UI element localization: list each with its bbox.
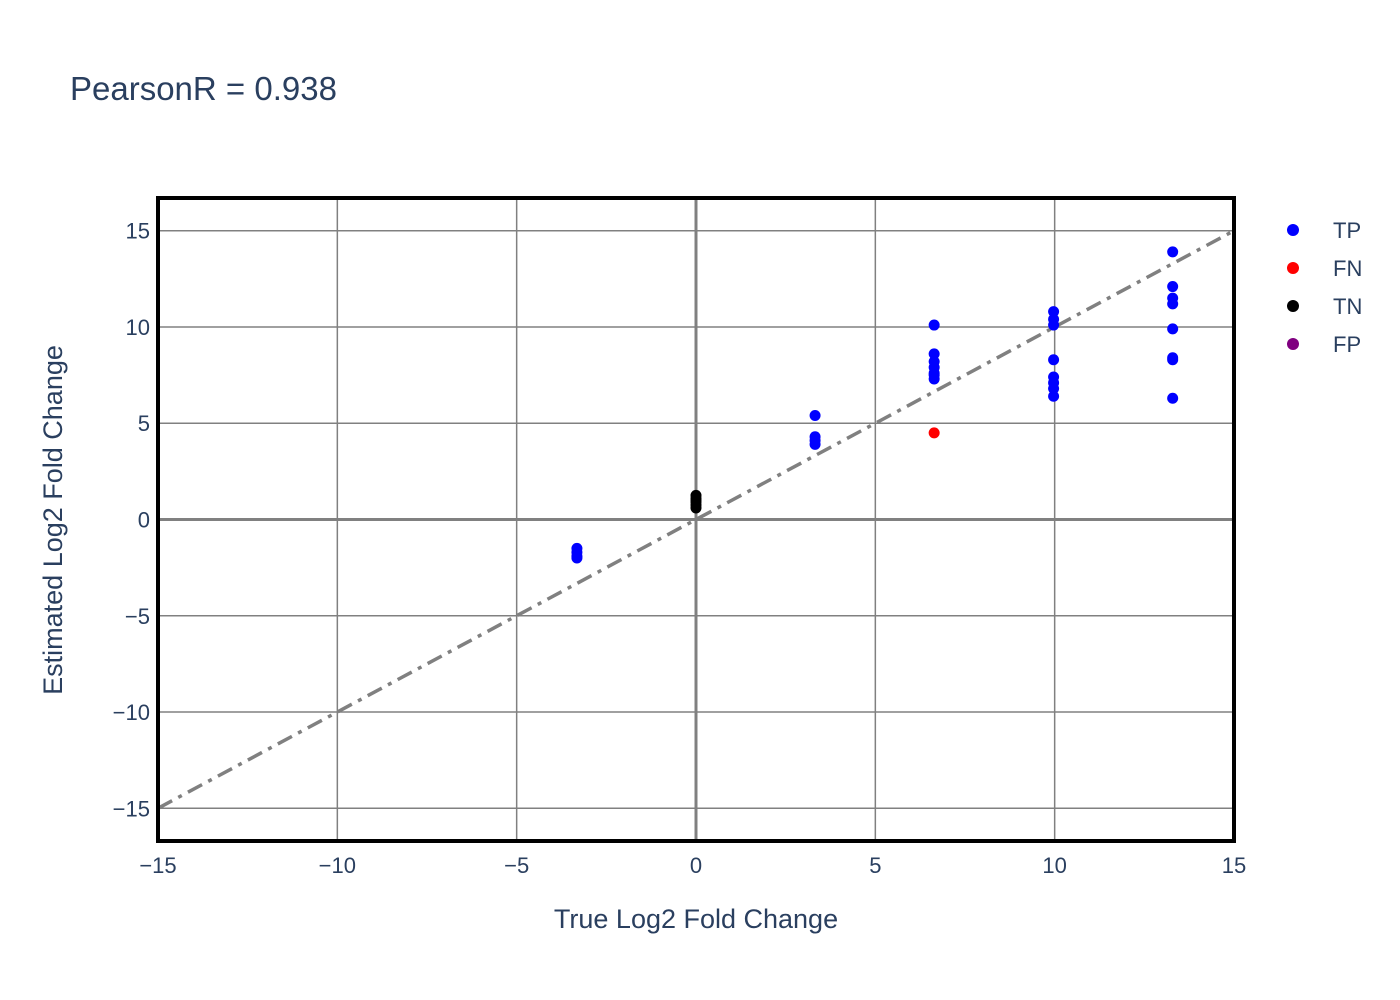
data-point-tp: [928, 319, 940, 331]
data-point-tp: [1167, 323, 1179, 335]
y-tick-label: 0: [138, 508, 150, 533]
legend-marker: [1287, 262, 1299, 274]
x-tick-label: 10: [1042, 853, 1066, 878]
legend-marker: [1287, 224, 1299, 236]
data-point-tp: [1167, 354, 1179, 366]
legend-label: FN: [1333, 256, 1362, 281]
data-point-fn: [928, 427, 940, 439]
x-tick-label: 5: [869, 853, 881, 878]
data-point-tp: [1048, 390, 1060, 402]
y-tick-label: 10: [126, 315, 150, 340]
data-point-tp: [1167, 281, 1179, 293]
chart-title: PearsonR = 0.938: [70, 70, 337, 107]
data-point-tp: [809, 410, 821, 422]
y-axis-title: Estimated Log2 Fold Change: [38, 345, 68, 695]
grid: [157, 198, 1235, 841]
legend-item-tp[interactable]: TP: [1287, 218, 1361, 243]
x-axis-title: True Log2 Fold Change: [554, 904, 838, 934]
x-tick-label: −5: [504, 853, 529, 878]
y-tick-label: −15: [113, 796, 150, 821]
data-point-tp: [1048, 319, 1060, 331]
x-tick-label: −15: [139, 853, 176, 878]
y-tick-label: −5: [125, 604, 150, 629]
y-axis-ticks: −15 −10 −5 0 5 10 15: [113, 219, 150, 822]
data-point-tn: [690, 502, 702, 514]
legend-marker: [1287, 300, 1299, 312]
data-point-tp: [1167, 246, 1179, 258]
legend-item-fn[interactable]: FN: [1287, 256, 1362, 281]
data-point-tp: [928, 348, 940, 360]
legend: TP FN TN FP: [1287, 218, 1362, 357]
legend-item-tn[interactable]: TN: [1287, 294, 1362, 319]
x-tick-label: 15: [1222, 853, 1246, 878]
y-tick-label: 5: [138, 411, 150, 436]
data-point-tp: [1048, 383, 1060, 395]
y-tick-label: −10: [113, 700, 150, 725]
data-point-tp: [809, 438, 821, 450]
legend-item-fp[interactable]: FP: [1287, 332, 1361, 357]
x-tick-label: −10: [319, 853, 356, 878]
plot-frame: [156, 196, 1236, 843]
y-tick-label: 15: [126, 219, 150, 244]
x-axis-ticks: −15 −10 −5 0 5 10 15: [139, 853, 1246, 878]
legend-label: TP: [1333, 218, 1361, 243]
data-point-tp: [1167, 392, 1179, 404]
data-points: [571, 246, 1179, 564]
data-point-tp: [928, 369, 940, 381]
x-tick-label: 0: [690, 853, 702, 878]
data-point-tp: [1048, 354, 1060, 366]
legend-marker: [1287, 338, 1299, 350]
data-point-tp: [1167, 298, 1179, 310]
legend-label: FP: [1333, 332, 1361, 357]
data-point-tp: [1048, 306, 1060, 318]
legend-label: TN: [1333, 294, 1362, 319]
data-point-tp: [571, 552, 583, 564]
